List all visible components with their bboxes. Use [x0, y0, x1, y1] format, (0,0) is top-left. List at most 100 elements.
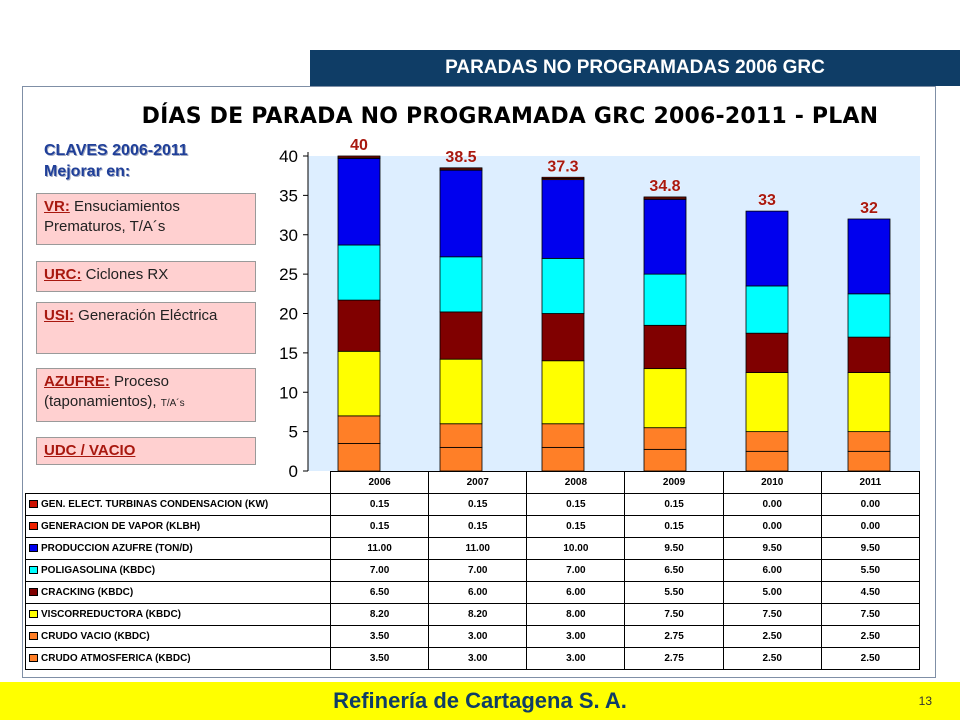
- table-value-cell: 7.00: [526, 559, 626, 582]
- bar-segment: [337, 350, 381, 417]
- table-value-cell: 2.50: [722, 647, 822, 670]
- table-value-cell: 3.00: [428, 647, 528, 670]
- table-corner-cell: [25, 471, 331, 494]
- legend-key: USI:: [44, 307, 74, 324]
- table-value-cell: 6.00: [526, 581, 626, 604]
- table-value-cell: 2.50: [820, 625, 921, 648]
- bar-segment: [337, 415, 381, 444]
- table-value-cell: 2.75: [624, 647, 724, 670]
- bar-segment: [439, 169, 483, 258]
- table-value-cell: 7.50: [624, 603, 724, 626]
- table-value-cell: 2.50: [820, 647, 921, 670]
- table-value-cell: 0.15: [428, 493, 528, 516]
- bar-total-label: 37.3: [547, 158, 578, 175]
- table-value-cell: 5.50: [820, 559, 921, 582]
- bar-total-label: 38.5: [445, 149, 476, 166]
- series-name: PRODUCCION AZUFRE (TON/D): [41, 543, 193, 554]
- bar-segment: [439, 256, 483, 313]
- legend-box-usi: USI: Generación Eléctrica: [36, 302, 256, 354]
- table-row: CRACKING (KBDC) 6.50 6.00 6.00 5.50 5.00 4.50: [25, 581, 921, 604]
- table-value-cell: 3.00: [428, 625, 528, 648]
- bar-segment: [847, 336, 891, 373]
- bar-segment: [439, 446, 483, 472]
- bar-segment: [847, 431, 891, 452]
- legend-text: Ensuciamientos Prematuros, T/A´s: [44, 198, 180, 235]
- table-row: PRODUCCION AZUFRE (TON/D) 11.00 11.00 10.00…: [25, 537, 921, 560]
- table-year-header: 2007: [428, 471, 528, 494]
- bar-segment: [643, 427, 687, 450]
- bar-segment: [439, 167, 483, 170]
- series-label-cell: VISCORREDUCTORA (KBDC): [25, 603, 331, 626]
- table-value-cell: 3.50: [329, 625, 430, 648]
- table-value-cell: 7.00: [428, 559, 528, 582]
- bar-total-label: 34.8: [649, 178, 680, 195]
- table-value-cell: 0.15: [526, 493, 626, 516]
- table-year-header: 2008: [526, 471, 626, 494]
- bar-segment: [643, 198, 687, 275]
- table-value-cell: 3.00: [526, 647, 626, 670]
- table-year-header: 2009: [624, 471, 724, 494]
- table-value-cell: 10.00: [526, 537, 626, 560]
- page-number: 13: [918, 694, 932, 708]
- legend-text: Ciclones RX: [81, 266, 169, 283]
- table-value-cell: 0.15: [624, 493, 724, 516]
- series-name: CRACKING (KBDC): [41, 587, 134, 598]
- table-value-cell: 7.50: [722, 603, 822, 626]
- plot-area: [308, 156, 920, 471]
- table-row: GENERACION DE VAPOR (KLBH) 0.15 0.15 0.15 0.…: [25, 515, 921, 538]
- y-tick-label: 5: [289, 423, 298, 442]
- bar-segment: [745, 372, 789, 433]
- series-name: GEN. ELECT. TURBINAS CONDENSACION (KW): [41, 499, 269, 510]
- bar-segment: [439, 358, 483, 425]
- table-value-cell: 7.50: [820, 603, 921, 626]
- bar-segment: [745, 332, 789, 373]
- series-swatch: [29, 500, 38, 508]
- table-value-cell: 2.75: [624, 625, 724, 648]
- y-tick-label: 30: [279, 226, 298, 245]
- table-value-cell: 0.00: [722, 515, 822, 538]
- y-tick-label: 20: [279, 305, 298, 324]
- table-value-cell: 8.20: [428, 603, 528, 626]
- claves-heading: CLAVES 2006-2011 Mejorar en:: [44, 140, 188, 182]
- table-value-cell: 9.50: [820, 537, 921, 560]
- series-label-cell: CRUDO ATMOSFERICA (KBDC): [25, 647, 331, 670]
- chart-title: DÍAS DE PARADA NO PROGRAMADA GRC 2006-20…: [141, 104, 879, 129]
- table-value-cell: 3.00: [526, 625, 626, 648]
- bar-segment: [541, 360, 585, 425]
- table-value-cell: 9.50: [722, 537, 822, 560]
- series-label-cell: GENERACION DE VAPOR (KLBH): [25, 515, 331, 538]
- table-value-cell: 11.00: [428, 537, 528, 560]
- table-value-cell: 0.00: [722, 493, 822, 516]
- legend-small: T/A´s: [160, 398, 185, 409]
- y-tick-label: 10: [279, 383, 298, 402]
- table-value-cell: 6.50: [624, 559, 724, 582]
- series-name: CRUDO VACIO (KBDC): [41, 631, 150, 642]
- series-label-cell: POLIGASOLINA (KBDC): [25, 559, 331, 582]
- bar-segment: [847, 372, 891, 433]
- bar-segment: [541, 313, 585, 362]
- bar-segment: [337, 244, 381, 301]
- table-year-header: 2011: [820, 471, 921, 494]
- bar-segment: [847, 218, 891, 295]
- table-value-cell: 0.15: [329, 493, 430, 516]
- legend-box-vr: VR: Ensuciamientos Prematuros, T/A´s: [36, 193, 256, 245]
- bar-segment: [541, 176, 585, 179]
- table-value-cell: 7.00: [329, 559, 430, 582]
- bar-segment: [745, 450, 789, 472]
- bar-segment: [337, 157, 381, 246]
- table-row: POLIGASOLINA (KBDC) 7.00 7.00 7.00 6.50 6.00 5…: [25, 559, 921, 582]
- claves-line1: CLAVES 2006-2011: [44, 142, 188, 159]
- bar-segment: [847, 293, 891, 338]
- table-row: CRUDO ATMOSFERICA (KBDC) 3.50 3.00 3.00 2.75…: [25, 647, 921, 670]
- y-tick-label: 25: [279, 265, 298, 284]
- table-row: VISCORREDUCTORA (KBDC) 8.20 8.20 8.00 7.50 7.…: [25, 603, 921, 626]
- bar-segment: [643, 368, 687, 429]
- table-value-cell: 6.00: [428, 581, 528, 604]
- table-value-cell: 11.00: [329, 537, 430, 560]
- series-swatch: [29, 522, 38, 530]
- table-value-cell: 0.15: [624, 515, 724, 538]
- y-tick-label: 40: [279, 147, 298, 166]
- series-name: GENERACION DE VAPOR (KLBH): [41, 521, 201, 532]
- table-value-cell: 5.00: [722, 581, 822, 604]
